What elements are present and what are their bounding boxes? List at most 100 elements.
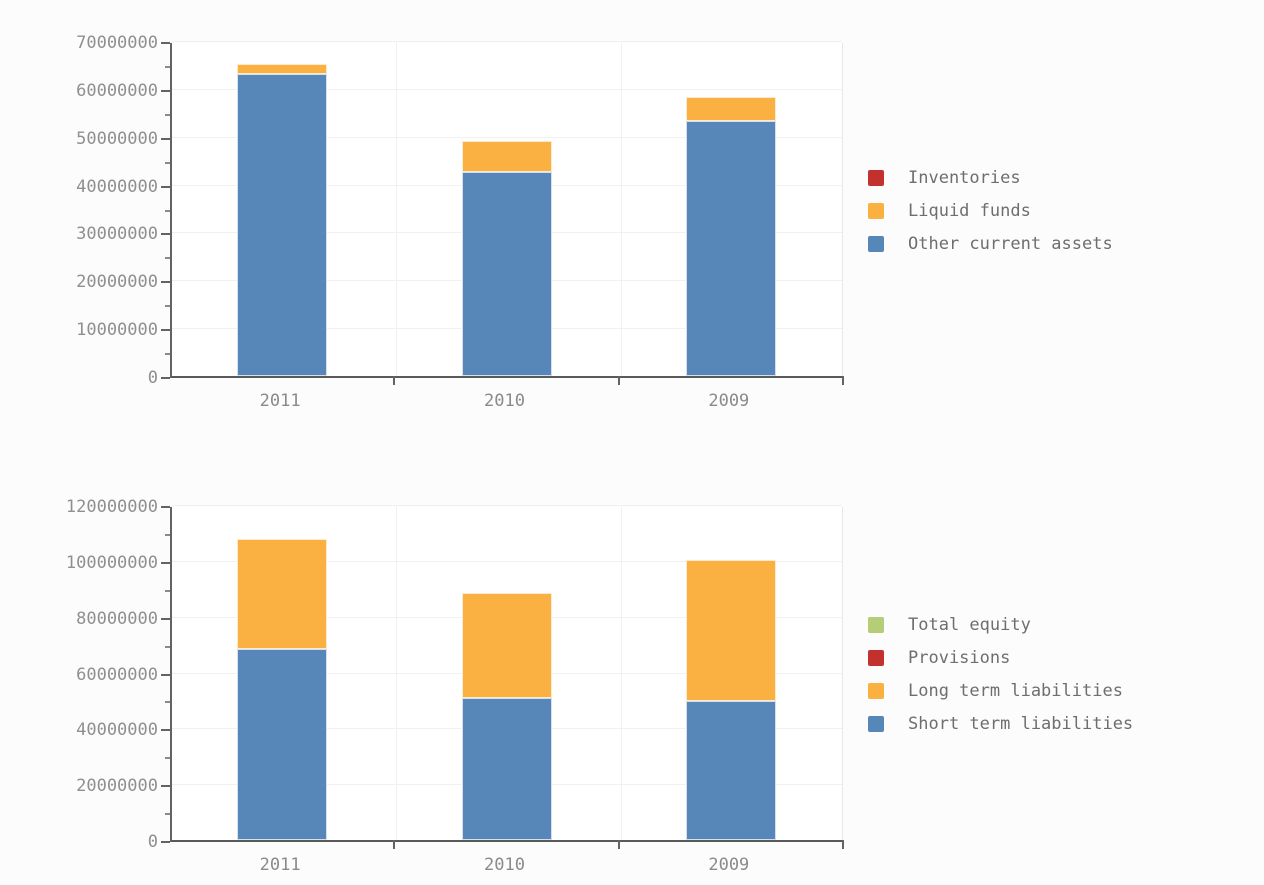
y-axis-major-tick: [161, 185, 170, 188]
chart-legend: Inventories Liquid funds Other current ass…: [868, 43, 1158, 378]
gridline-horizontal: [172, 136, 842, 138]
bar-segment-liquid-funds: [686, 96, 776, 122]
x-axis-tick: [618, 376, 620, 385]
legend-item: Short term liabilities: [868, 714, 1158, 734]
y-axis-minor-tick: [165, 701, 170, 704]
y-axis-major-tick: [161, 673, 170, 676]
legend-label: Inventories: [908, 167, 1021, 188]
legend-color-swatch: [868, 716, 884, 732]
bar-segment-liquid-funds: [462, 140, 552, 173]
gridline-horizontal: [172, 41, 842, 42]
legend-label: Liquid funds: [908, 200, 1031, 221]
gridline-vertical: [396, 507, 397, 840]
x-axis-tick: [393, 376, 395, 385]
legend-item: Inventories: [868, 168, 1158, 188]
y-axis-major-tick: [161, 233, 170, 236]
x-axis-tick: [842, 376, 844, 385]
y-axis-tick-label: 10000000: [76, 320, 158, 341]
bar-segment-long-term-liabilities: [686, 560, 776, 701]
stacked-bar-2011: [237, 41, 327, 376]
stacked-bar-2011: [237, 505, 327, 840]
legend-label: Other current assets: [908, 233, 1113, 254]
x-axis-category-label: 2010: [484, 391, 525, 411]
legend-color-swatch: [868, 235, 884, 252]
x-axis-tick: [842, 840, 844, 849]
y-axis-tick-label: 80000000: [76, 608, 158, 629]
y-axis-major-tick: [161, 281, 170, 284]
y-axis-tick-label: 100000000: [65, 552, 158, 573]
y-axis-major-tick: [161, 42, 170, 44]
y-axis-minor-tick: [165, 813, 170, 816]
plot-area: [170, 41, 843, 378]
y-axis-major-tick: [161, 785, 170, 788]
y-axis-tick-label: 50000000: [76, 128, 158, 149]
legend-color-swatch: [868, 617, 884, 633]
chart-legend: Total equity Provisions Long term liabilit…: [868, 507, 1158, 842]
bar-segment-other-current-assets: [462, 172, 552, 376]
legend-label: Long term liabilities: [908, 681, 1123, 701]
y-axis-major-tick: [161, 377, 170, 379]
y-axis-minor-tick: [165, 353, 170, 356]
y-axis-tick-label: 30000000: [76, 224, 158, 245]
legend-item: Liquid funds: [868, 201, 1158, 221]
bar-segment-long-term-liabilities: [237, 539, 327, 650]
legend-color-swatch: [868, 683, 884, 699]
legend-item: Long term liabilities: [868, 681, 1158, 701]
y-axis-minor-tick: [165, 645, 170, 648]
legend-color-swatch: [868, 202, 884, 219]
y-axis-minor-tick: [165, 589, 170, 592]
y-axis-major-tick: [161, 729, 170, 732]
y-axis-major-tick: [161, 841, 170, 843]
y-axis-tick-label: 20000000: [76, 776, 158, 797]
bar-segment-short-term-liabilities: [237, 649, 327, 840]
y-axis-minor-tick: [165, 305, 170, 308]
legend-color-swatch: [868, 169, 884, 186]
legend-label: Short term liabilities: [908, 714, 1134, 734]
legend-item: Other current assets: [868, 234, 1158, 254]
y-axis-tick-label: 120000000: [65, 497, 158, 517]
gridline-horizontal: [172, 88, 842, 90]
y-axis-major-tick: [161, 506, 170, 508]
legend-label: Total equity: [908, 615, 1031, 635]
legend-item: Total equity: [868, 615, 1158, 635]
y-axis-major-tick: [161, 617, 170, 620]
x-axis-category-label: 2011: [259, 391, 301, 411]
gridline-vertical: [396, 43, 397, 376]
y-axis-major-tick: [161, 329, 170, 332]
legend-color-swatch: [868, 650, 884, 666]
x-axis-category-label: 2010: [484, 855, 525, 875]
plot-area: [170, 505, 843, 842]
x-axis-category-label: 2009: [708, 855, 750, 875]
stacked-bar-2010: [462, 505, 552, 840]
y-axis-tick-label: 40000000: [76, 720, 158, 741]
y-axis-tick-label: 20000000: [76, 272, 158, 293]
x-axis-category-label: 2011: [259, 855, 301, 875]
y-axis-major-tick: [161, 89, 170, 92]
stacked-bar-2009: [686, 505, 776, 840]
y-axis-minor-tick: [165, 65, 170, 68]
y-axis-minor-tick: [165, 257, 170, 260]
y-axis-minor-tick: [165, 161, 170, 164]
y-axis-major-tick: [161, 137, 170, 140]
y-axis-tick-label: 0: [147, 368, 158, 388]
y-axis-tick-label: 60000000: [76, 80, 158, 101]
stacked-bar-2009: [686, 41, 776, 376]
bar-segment-long-term-liabilities: [462, 593, 552, 699]
x-axis-tick: [393, 840, 395, 849]
bar-segment-short-term-liabilities: [686, 700, 776, 840]
gridline-vertical: [621, 507, 622, 840]
gridline-horizontal: [172, 560, 842, 562]
y-axis-tick-label: 0: [147, 832, 158, 852]
bar-segment-short-term-liabilities: [462, 698, 552, 840]
y-axis-minor-tick: [165, 533, 170, 536]
y-axis-major-tick: [161, 561, 170, 564]
legend-label: Provisions: [908, 648, 1011, 668]
y-axis-tick-label: 60000000: [76, 664, 158, 685]
x-axis-category-label: 2009: [708, 391, 750, 411]
gridline-vertical: [621, 43, 622, 376]
legend-item: Provisions: [868, 648, 1158, 668]
bar-segment-liquid-funds: [237, 63, 327, 75]
x-axis-tick: [618, 840, 620, 849]
bar-segment-other-current-assets: [237, 74, 327, 376]
